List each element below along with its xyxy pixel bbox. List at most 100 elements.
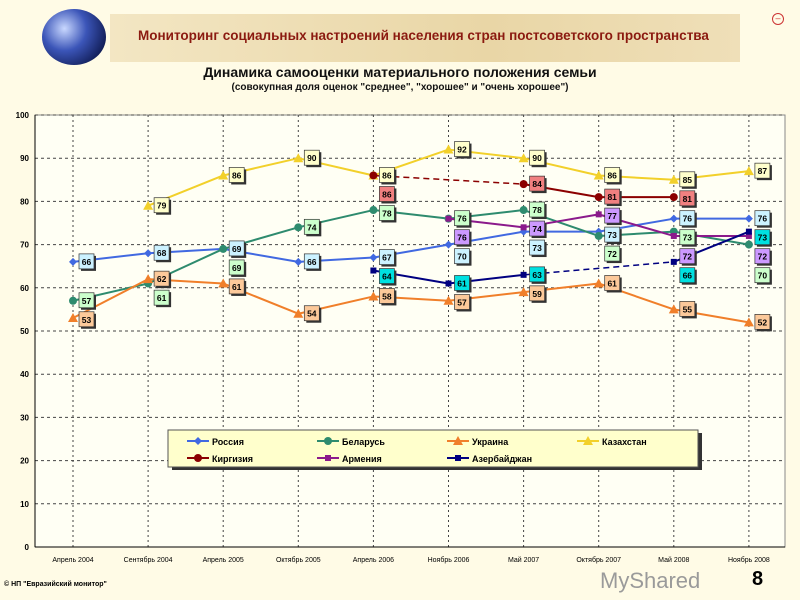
data-label: 57 [457, 297, 467, 307]
x-tick-label: Октябрь 2005 [276, 556, 321, 564]
y-tick-label: 30 [20, 413, 29, 422]
data-point [670, 258, 677, 265]
data-label-box [379, 186, 395, 202]
data-point [593, 170, 604, 180]
data-point [453, 436, 463, 445]
data-label: 86 [382, 170, 392, 180]
data-point [293, 308, 304, 318]
chart-title: Динамика самооценки материального положе… [203, 64, 597, 80]
data-label: 92 [457, 145, 467, 155]
data-label: 76 [683, 214, 693, 224]
data-label: 61 [607, 278, 617, 288]
data-label: 59 [532, 289, 542, 299]
data-point [194, 437, 202, 445]
data-label: 86 [382, 189, 392, 199]
banner-title: Мониторинг социальных настроений населен… [138, 28, 709, 43]
data-label: 76 [457, 214, 467, 224]
data-point [668, 304, 679, 314]
data-point [218, 278, 229, 288]
data-label: 76 [758, 214, 768, 224]
legend-entry: Киргизия [212, 454, 253, 464]
data-label-box [679, 267, 696, 284]
data-label-box [754, 229, 771, 246]
data-point [595, 211, 602, 218]
data-label-box [78, 311, 95, 328]
data-label-box [529, 149, 545, 166]
data-label-box [153, 270, 170, 287]
data-label: 70 [758, 271, 768, 281]
data-label-box [679, 248, 696, 265]
data-label-box [529, 285, 545, 302]
data-point [143, 274, 154, 284]
data-point [520, 271, 527, 278]
legend-entry: Азербайджан [472, 454, 532, 464]
x-tick-label: Ноябрь 2006 [428, 556, 470, 564]
data-point [69, 257, 77, 266]
data-label: 66 [307, 257, 317, 267]
data-label-box [754, 314, 771, 330]
data-point [594, 193, 603, 202]
watermark: MyShared [600, 568, 701, 593]
data-label-box [228, 167, 245, 183]
data-label-box [679, 190, 696, 207]
data-point [144, 249, 153, 258]
minus-circle-icon[interactable]: – [772, 13, 784, 25]
data-label-box [529, 239, 545, 256]
banner [110, 14, 740, 62]
data-point [519, 180, 528, 189]
data-point [518, 287, 529, 297]
data-label-box [604, 275, 621, 291]
data-label: 66 [82, 257, 92, 267]
data-label: 72 [683, 252, 693, 262]
data-point [744, 214, 753, 223]
data-label: 78 [382, 208, 392, 218]
data-point [194, 454, 202, 462]
data-label: 72 [758, 252, 768, 262]
data-label-box [228, 259, 245, 276]
y-tick-label: 60 [20, 284, 29, 293]
y-tick-label: 100 [16, 111, 30, 120]
data-label: 68 [157, 248, 167, 258]
x-tick-label: Май 2008 [658, 556, 689, 564]
legend-entry: Беларусь [342, 437, 385, 447]
data-label-box [754, 248, 771, 265]
data-label-box [379, 205, 395, 221]
data-label-box [379, 288, 395, 304]
y-tick-label: 80 [20, 197, 29, 206]
data-label: 73 [683, 233, 693, 243]
data-point [368, 291, 379, 301]
data-label: 85 [683, 175, 693, 185]
data-point [369, 171, 378, 180]
data-label-box [303, 253, 320, 270]
data-point [520, 224, 527, 231]
data-point [743, 166, 754, 176]
data-label-box [153, 289, 170, 306]
data-label: 81 [683, 194, 693, 204]
legend-entry: Казахстан [602, 437, 647, 447]
data-label: 86 [232, 170, 242, 180]
legend-entry: Украина [472, 437, 509, 447]
data-point [294, 223, 303, 232]
series-gap-line [523, 261, 674, 276]
data-label-box [604, 245, 621, 262]
data-point [745, 232, 752, 239]
data-label-box [454, 294, 470, 310]
x-tick-label: Апрель 2006 [353, 557, 394, 564]
y-tick-label: 90 [20, 154, 29, 163]
data-label-box [454, 210, 470, 227]
y-tick-label: 10 [20, 500, 29, 509]
data-point [369, 253, 378, 262]
data-label-box [529, 266, 545, 283]
globe-logo [42, 9, 106, 65]
data-label-box [228, 278, 245, 295]
data-point [324, 437, 332, 445]
data-label: 84 [532, 179, 542, 189]
data-label-box [454, 141, 470, 157]
data-point [744, 240, 753, 249]
data-label-box [78, 253, 95, 270]
data-label-box [303, 218, 320, 235]
data-point [68, 313, 78, 323]
x-tick-label: Апрель 2005 [203, 557, 244, 564]
data-label-box [379, 167, 395, 183]
